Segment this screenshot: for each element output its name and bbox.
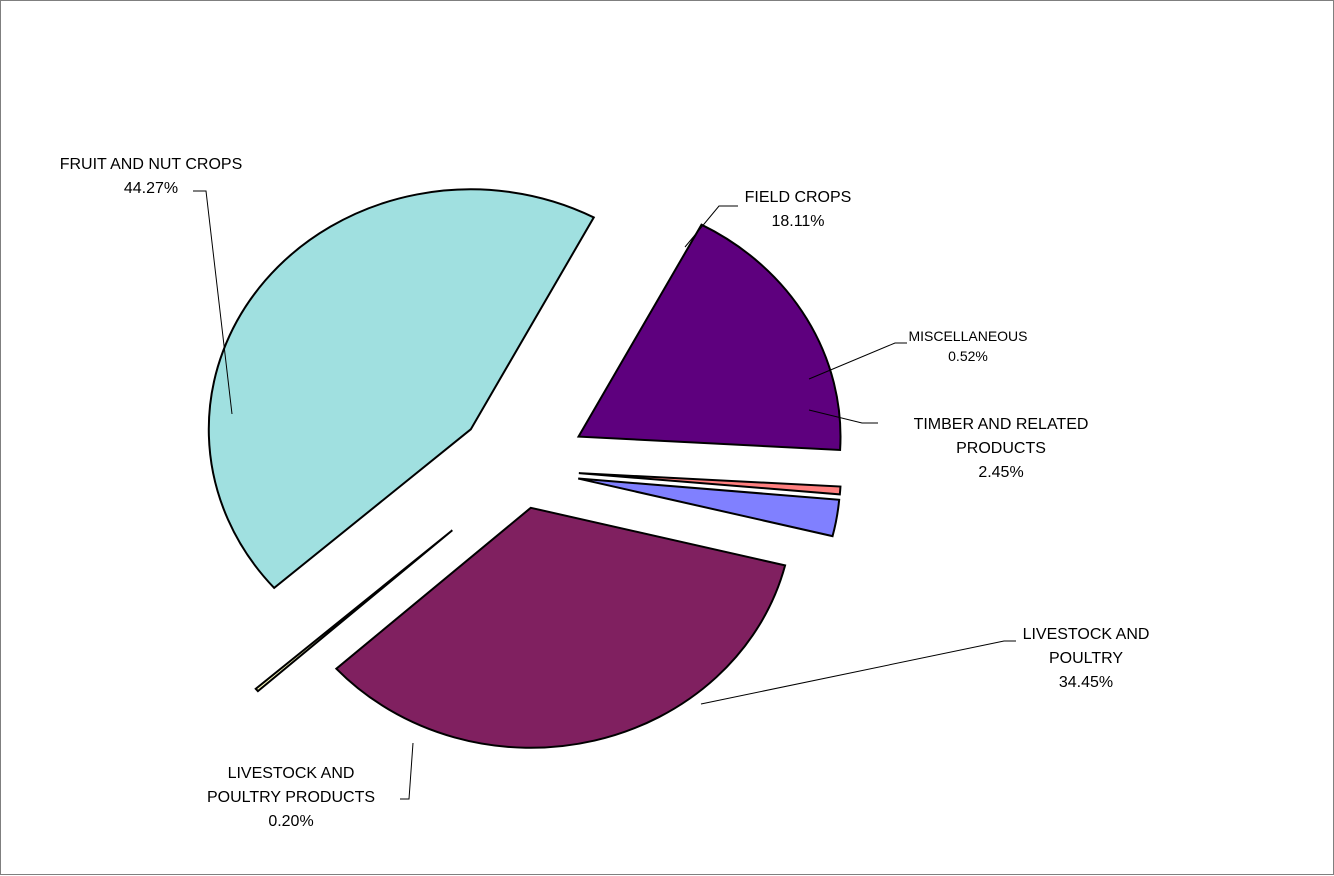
pie-slice-5 [207, 188, 596, 590]
leader-line-0 [684, 205, 738, 248]
pie-slice-2 [577, 477, 841, 538]
slice-percent-label-3: 34.45% [1059, 674, 1113, 691]
slice-percent-label-4: 0.20% [268, 813, 313, 830]
slice-name-label-5: FRUIT AND NUT CROPS [60, 156, 243, 173]
slice-percent-label-0: 18.11% [771, 213, 824, 230]
slice-name-label-2: TIMBER AND RELATED [914, 416, 1089, 433]
pie-slice-4 [254, 529, 453, 693]
leader-line-5 [193, 190, 233, 415]
slice-name-label-3: POULTRY [1049, 650, 1123, 667]
pie-slice-0 [576, 223, 842, 452]
slice-name-label-0: FIELD CROPS [745, 189, 852, 206]
pie-slice-1 [578, 472, 842, 496]
slice-name-label-3: LIVESTOCK AND [1023, 626, 1150, 643]
slice-percent-label-2: 2.45% [978, 464, 1023, 481]
slice-percent-label-1: 0.52% [948, 348, 988, 364]
slice-percent-label-5: 44.27% [124, 180, 178, 197]
slice-name-label-4: POULTRY PRODUCTS [207, 789, 375, 806]
slice-name-label-2: PRODUCTS [956, 440, 1046, 457]
slice-name-label-4: LIVESTOCK AND [228, 765, 355, 782]
leader-lines [193, 190, 1016, 800]
pie-slices [207, 188, 842, 749]
leader-line-1 [808, 342, 907, 380]
slice-name-label-1: MISCELLANEOUS [908, 328, 1027, 344]
pie-slice-3 [334, 506, 787, 749]
slice-labels: FIELD CROPS 18.11% MISCELLANEOUS 0.52% TIMBE… [60, 156, 1150, 830]
leader-line-3 [700, 640, 1016, 705]
leader-line-4 [400, 742, 414, 800]
leader-line-2 [808, 409, 878, 424]
